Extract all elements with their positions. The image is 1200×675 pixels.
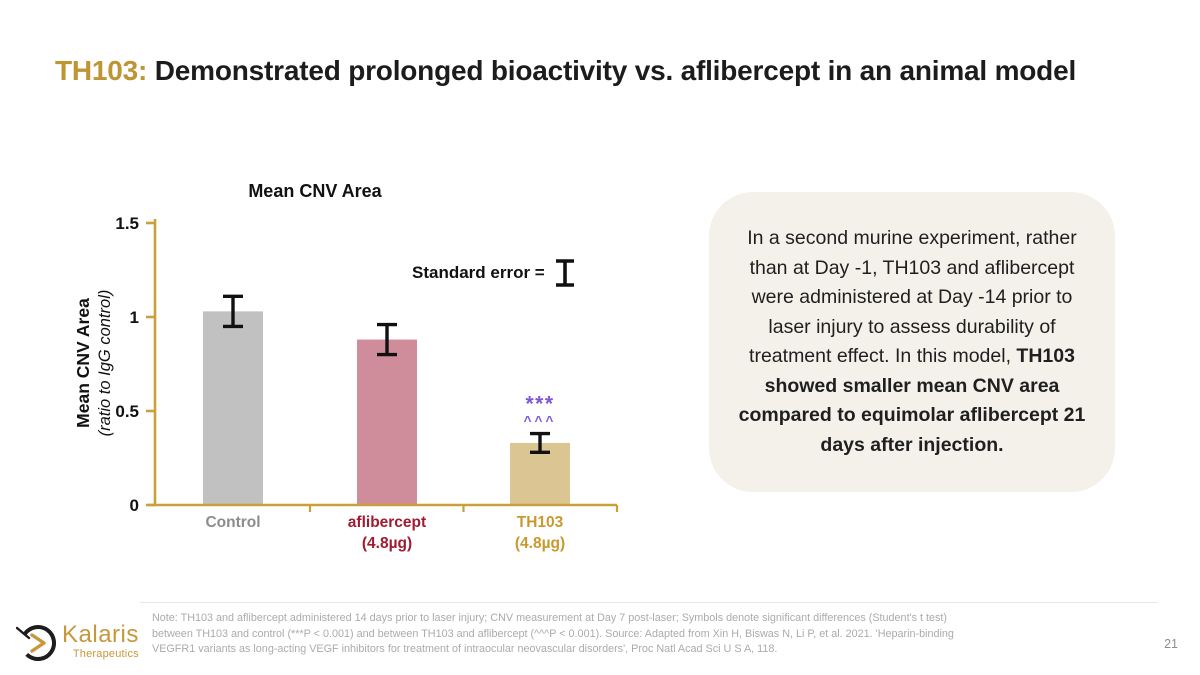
- slide-title-prefix: TH103:: [55, 55, 148, 86]
- callout-text-bold: TH103 showed smaller mean CNV area compa…: [738, 345, 1086, 456]
- standard-error-label: Standard error =: [412, 263, 545, 282]
- x-category-label: TH103 (4.8µg): [515, 514, 565, 552]
- kalaris-logo-icon: [16, 625, 56, 661]
- significance-carets: ^^^: [524, 414, 557, 429]
- y-tick-label: 1.5: [115, 214, 139, 233]
- bar-aflibercept: [357, 339, 417, 505]
- callout-text-normal: In a second murine experiment, rather th…: [747, 227, 1077, 367]
- x-category-label: Control: [205, 514, 260, 531]
- y-axis-label: Mean CNV Area (ratio to IgG control): [72, 290, 116, 437]
- bar-control: [203, 311, 263, 505]
- slide-title: TH103: Demonstrated prolonged bioactivit…: [55, 50, 1100, 91]
- logo-name: Kalaris: [62, 621, 139, 648]
- error-bar-icon: [555, 259, 574, 287]
- callout-text: In a second murine experiment, rather th…: [735, 224, 1089, 460]
- chart-title: Mean CNV Area: [248, 181, 382, 201]
- company-logo: Kalaris Therapeutics: [16, 621, 139, 663]
- chart-canvas: 0 0.5 1 1.5 Control aflibercept (4.8µg) ***^^^ T…: [115, 214, 619, 552]
- footer-note: Note: TH103 and aflibercept administered…: [152, 612, 954, 655]
- page-number: 21: [1164, 637, 1178, 651]
- footer-divider: [140, 602, 1158, 603]
- significance-stars: ***: [525, 393, 554, 416]
- callout-box: In a second murine experiment, rather th…: [709, 192, 1115, 492]
- logo-subname: Therapeutics: [72, 648, 139, 660]
- x-category-label: aflibercept (4.8µg): [348, 514, 426, 552]
- standard-error-legend: Standard error =: [412, 257, 576, 289]
- y-axis-label-main: Mean CNV Area: [73, 298, 93, 428]
- y-tick-label: 0.5: [115, 402, 139, 421]
- y-tick-label: 0: [130, 496, 139, 515]
- y-axis-label-sub: (ratio to IgG control): [96, 289, 114, 437]
- logo-text: Kalaris Therapeutics: [62, 621, 139, 661]
- slide-title-rest: Demonstrated prolonged bioactivity vs. a…: [147, 55, 1077, 86]
- bar-chart: 0 0.5 1 1.5 Control aflibercept (4.8µg) *** ^^^ T…: [60, 175, 700, 575]
- y-tick-label: 1: [130, 308, 139, 327]
